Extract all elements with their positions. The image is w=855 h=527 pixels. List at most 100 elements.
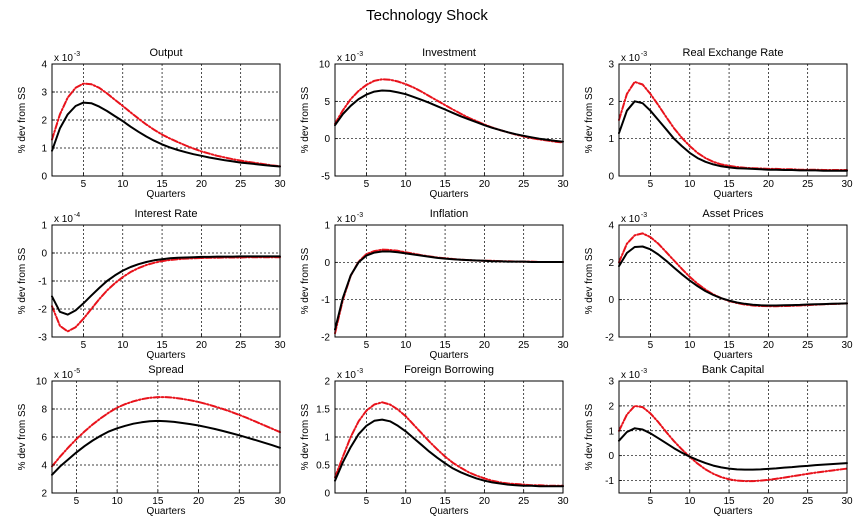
x-tick-label: 15 (440, 496, 452, 507)
x-tick-label: 10 (400, 340, 412, 351)
panel: Inflation x 10-3 5 10 15 20 25 30 -2 -1 0 1 Quarters… (300, 208, 569, 361)
gridlines (52, 381, 280, 493)
x-tick-label: 5 (648, 496, 654, 507)
y-tick-label: 1 (41, 144, 47, 155)
y-tick-label: 0 (608, 172, 614, 183)
y-axis-label: % dev from SS (300, 247, 311, 314)
axis-exponent-base: x 10 (621, 370, 640, 381)
x-tick-label: 25 (802, 179, 814, 190)
axis-exponent: x 10-3 (621, 368, 647, 381)
axis-exponent: x 10-3 (621, 212, 647, 225)
axis-exponent-power: -3 (641, 212, 647, 219)
x-tick-label: 25 (518, 496, 530, 507)
y-tick-label: -5 (321, 172, 330, 183)
series-line-baseline (51, 419, 281, 476)
axes-frame (618, 380, 848, 494)
panel: Interest Rate x 10-4 5 10 15 20 25 30 -3 -2 -1 0 1 Qu… (17, 208, 286, 361)
x-tick-label: 20 (763, 340, 775, 351)
x-axis-label: Quarters (147, 189, 186, 200)
y-tick-label: 4 (608, 221, 614, 232)
y-tick-label: 2 (608, 97, 614, 108)
y-tick-label: 1 (608, 426, 614, 437)
axes-frame (618, 63, 848, 177)
x-tick-label: 10 (400, 179, 412, 190)
x-tick-label: 30 (841, 496, 853, 507)
y-tick-label: 0 (324, 134, 330, 145)
y-axis-label: % dev from SS (300, 86, 311, 153)
y-tick-label: 1 (41, 221, 47, 232)
panel-title: Asset Prices (702, 208, 764, 220)
axis-exponent-power: -3 (357, 212, 363, 219)
panel: Foreign Borrowing x 10-3 5 10 15 20 25 30 0 0.5 1 1… (300, 364, 569, 517)
x-tick-label: 30 (274, 179, 286, 190)
axis-exponent-power: -4 (74, 212, 80, 219)
x-tick-label: 25 (234, 496, 246, 507)
x-tick-label: 25 (802, 496, 814, 507)
y-tick-label: 2 (324, 377, 330, 388)
x-tick-label: 20 (479, 179, 491, 190)
figure-title: Technology Shock (366, 7, 488, 24)
y-tick-label: 0 (608, 451, 614, 462)
x-tick-label: 5 (364, 179, 370, 190)
panel: Real Exchange Rate x 10-3 5 10 15 20 25 30 0 1 2 3 Q… (584, 47, 853, 200)
series-line-alternative (51, 82, 281, 168)
y-tick-label: -1 (321, 295, 330, 306)
x-tick-label: 30 (841, 340, 853, 351)
axis-exponent: x 10-5 (54, 368, 80, 381)
y-axis-label: % dev from SS (584, 86, 595, 153)
y-tick-label: 3 (608, 377, 614, 388)
y-axis-label: % dev from SS (17, 403, 28, 470)
x-tick-label: 10 (112, 496, 124, 507)
axis-exponent: x 10-3 (337, 51, 363, 64)
x-tick-label: 15 (724, 179, 736, 190)
y-tick-label: 0 (608, 295, 614, 306)
x-tick-label: 5 (81, 340, 87, 351)
axis-exponent-power: -3 (641, 368, 647, 375)
axis-exponent-power: -3 (357, 51, 363, 58)
x-axis-label: Quarters (147, 350, 186, 361)
x-tick-label: 25 (802, 340, 814, 351)
x-tick-label: 20 (196, 340, 208, 351)
y-tick-label: 2 (608, 401, 614, 412)
panel: Investment x 10-3 5 10 15 20 25 30 -5 0 5 10 Quarter… (300, 47, 569, 200)
y-tick-label: -1 (38, 277, 47, 288)
x-tick-label: 10 (684, 179, 696, 190)
y-tick-label: 10 (319, 60, 331, 71)
x-tick-label: 15 (724, 340, 736, 351)
panel: Bank Capital x 10-3 5 10 15 20 25 30 -1 0 1 2 3 Quart… (584, 364, 853, 517)
axis-exponent-base: x 10 (54, 214, 73, 225)
x-tick-label: 15 (440, 179, 452, 190)
series-line-alternative (51, 256, 281, 333)
y-tick-label: 3 (41, 88, 47, 99)
x-tick-label: 30 (557, 179, 569, 190)
x-tick-label: 15 (724, 496, 736, 507)
x-tick-label: 20 (479, 340, 491, 351)
axis-exponent: x 10-3 (337, 212, 363, 225)
gridlines (52, 225, 280, 337)
y-tick-label: 1 (324, 221, 330, 232)
x-axis-label: Quarters (714, 506, 753, 517)
y-tick-label: 6 (41, 433, 47, 444)
panel-title: Investment (422, 47, 476, 59)
y-tick-label: 2 (41, 116, 47, 127)
y-tick-label: 1 (324, 433, 330, 444)
series-line-alternative (51, 396, 281, 468)
x-tick-label: 5 (81, 179, 87, 190)
x-tick-label: 30 (841, 179, 853, 190)
y-axis-label: % dev from SS (584, 403, 595, 470)
gridlines (619, 225, 847, 337)
series-line-alternative (618, 80, 848, 171)
series-line-baseline (334, 250, 564, 331)
series-line-baseline (618, 427, 848, 471)
y-tick-label: 5 (324, 97, 330, 108)
panel: Spread x 10-5 5 10 15 20 25 30 2 4 6 8 10 Quarters % d… (17, 364, 286, 517)
series-line-alternative (618, 404, 848, 483)
series-line-baseline (618, 100, 848, 172)
x-tick-label: 5 (74, 496, 80, 507)
axis-exponent-power: -3 (74, 51, 80, 58)
series-line-baseline (51, 101, 281, 168)
x-tick-label: 20 (193, 496, 205, 507)
x-tick-label: 25 (235, 179, 247, 190)
panel-title: Output (149, 47, 182, 59)
